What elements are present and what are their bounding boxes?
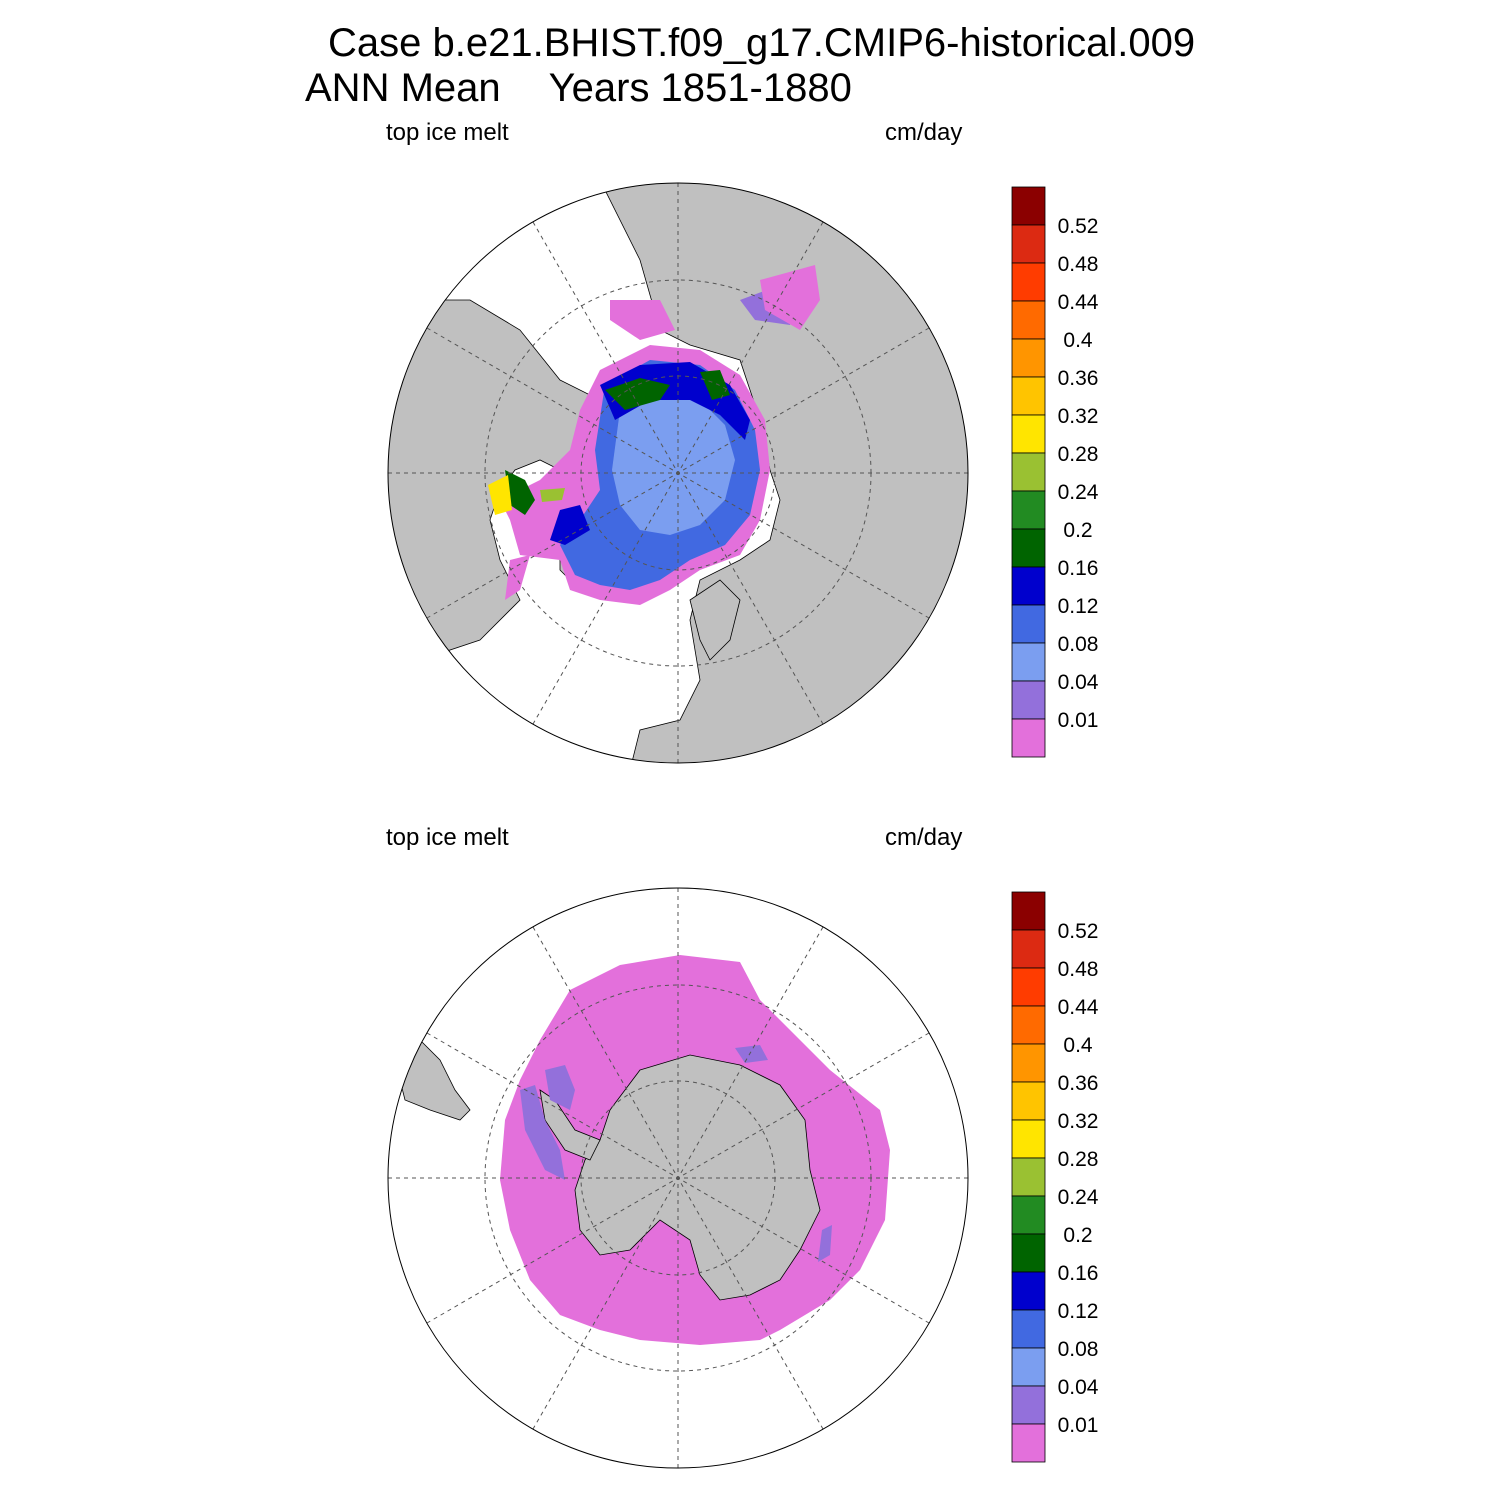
north-polar-map: [387, 182, 969, 764]
colorbar-swatch: [1011, 1385, 1046, 1425]
colorbar-tick-label: 0.4: [1063, 1034, 1093, 1057]
colorbar-tick-label: 0.2: [1063, 1224, 1092, 1247]
colorbar-tick-label: 0.04: [1058, 671, 1099, 694]
colorbar-swatch: [1011, 414, 1046, 454]
figure-title: Case b.e21.BHIST.f09_g17.CMIP6-historica…: [328, 21, 1196, 65]
colorbar-swatch: [1011, 1157, 1046, 1197]
colorbar-tick-label: 0.12: [1058, 1300, 1099, 1323]
years-label: Years 1851-1880: [548, 66, 852, 110]
colorbar-swatch: [1011, 718, 1046, 758]
antarctica: [574, 1054, 821, 1301]
ice-melt-0.16-patch-b: [700, 370, 730, 400]
colorbar-tick-label: 0.08: [1058, 1338, 1099, 1361]
colorbar-tick-label: 0.44: [1058, 291, 1099, 314]
colorbar-swatch: [1011, 1423, 1046, 1463]
colorbar-swatch: [1011, 1005, 1046, 1045]
figure-subtitle: ANN Mean Years 1851-1880: [305, 66, 852, 110]
ice-melt-0.24-patch: [540, 488, 565, 502]
colorbar-tick-label: 0.48: [1058, 253, 1099, 276]
panel-2-right-label: cm/day: [885, 824, 963, 851]
graticule-north: [388, 183, 968, 763]
ice-melt-0.04-east: [818, 1225, 832, 1262]
colorbar-tick-label: 0.32: [1058, 405, 1099, 428]
colorbar-tick-label: 0.36: [1058, 1072, 1099, 1095]
panel-1-right-label: cm/day: [885, 119, 963, 146]
colorbar-swatch: [1011, 338, 1046, 378]
colorbar-tick-label: 0.52: [1058, 215, 1099, 238]
ice-melt-0.16-patch-a: [605, 378, 670, 410]
colorbar-swatch: [1011, 224, 1046, 264]
colorbar-north: 0.52 0.48 0.44 0.4 0.36 0.32 0.28 0.24 0.2 0.16 0.…: [1011, 186, 1099, 758]
colorbar-swatch: [1011, 262, 1046, 302]
colorbar-swatch: [1011, 1347, 1046, 1387]
colorbar-swatch: [1011, 680, 1046, 720]
ice-melt-0.04-weddell: [545, 1065, 575, 1110]
colorbar-swatch: [1011, 528, 1046, 568]
panel-2-left-label: top ice melt: [386, 824, 509, 851]
ice-melt-0.04-bellingshausen: [520, 1085, 565, 1180]
colorbar-swatch: [1011, 891, 1046, 931]
ice-melt-0.01-bering: [610, 300, 675, 340]
colorbar-tick-label: 0.08: [1058, 633, 1099, 656]
colorbar-swatch: [1011, 566, 1046, 606]
land-scandinavia: [689, 579, 741, 661]
colorbar-tick-label: 0.01: [1058, 709, 1099, 732]
colorbar-swatch: [1011, 376, 1046, 416]
colorbar-tick-label: 0.01: [1058, 1414, 1099, 1437]
south-polar-map: [387, 887, 969, 1469]
colorbar-swatch: [1011, 1271, 1046, 1311]
colorbar-swatch: [1011, 967, 1046, 1007]
colorbar-swatch: [1011, 604, 1046, 644]
season-label: ANN Mean: [305, 66, 501, 110]
colorbar-tick-label: 0.24: [1058, 481, 1099, 504]
colorbar-tick-label: 0.44: [1058, 996, 1099, 1019]
colorbar-swatch: [1011, 490, 1046, 530]
panel-1-left-label: top ice melt: [386, 119, 509, 146]
graticule-south: [388, 888, 968, 1468]
colorbar-south: 0.52 0.48 0.44 0.4 0.36 0.32 0.28 0.24 0.2 0.16 0.…: [1011, 891, 1099, 1463]
ice-melt-0.12-baffin: [550, 505, 590, 545]
colorbar-swatch: [1011, 186, 1046, 226]
colorbar-swatch: [1011, 452, 1046, 492]
map-border-north: [387, 182, 969, 764]
ice-melt-0.01-labrador: [505, 555, 530, 600]
colorbar-tick-label: 0.36: [1058, 367, 1099, 390]
land-north-america: [388, 299, 611, 661]
antarctic-peninsula: [539, 1089, 601, 1161]
ice-melt-0.04-ross: [735, 1045, 768, 1063]
colorbar-tick-label: 0.48: [1058, 958, 1099, 981]
colorbar-swatch: [1011, 1043, 1046, 1083]
colorbar-swatch: [1011, 1081, 1046, 1121]
ice-melt-0.01-okhotsk: [760, 265, 820, 330]
colorbar-swatch: [1011, 929, 1046, 969]
colorbar-swatch: [1011, 300, 1046, 340]
colorbar-swatch: [1011, 642, 1046, 682]
colorbar-swatch: [1011, 1119, 1046, 1159]
colorbar-tick-label: 0.32: [1058, 1110, 1099, 1133]
colorbar-swatch: [1011, 1233, 1046, 1273]
colorbar-tick-label: 0.28: [1058, 1148, 1099, 1171]
colorbar-swatch: [1011, 1195, 1046, 1235]
colorbar-tick-label: 0.4: [1063, 329, 1093, 352]
colorbar-tick-label: 0.16: [1058, 557, 1099, 580]
colorbar-tick-label: 0.52: [1058, 920, 1099, 943]
colorbar-tick-label: 0.16: [1058, 1262, 1099, 1285]
colorbar-tick-label: 0.2: [1063, 519, 1092, 542]
map-border-south: [387, 887, 969, 1469]
land-south-america: [394, 1039, 471, 1121]
colorbar-tick-label: 0.04: [1058, 1376, 1099, 1399]
ice-melt-0.16-hudson: [505, 470, 535, 515]
colorbar-tick-label: 0.24: [1058, 1186, 1099, 1209]
colorbar-tick-label: 0.12: [1058, 595, 1099, 618]
colorbar-swatch: [1011, 1309, 1046, 1349]
ice-melt-0.28-hudson: [488, 475, 512, 515]
colorbar-tick-label: 0.28: [1058, 443, 1099, 466]
